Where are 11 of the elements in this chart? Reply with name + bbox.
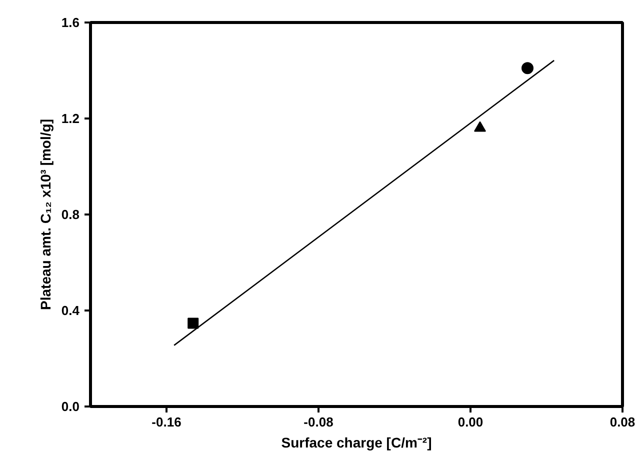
y-axis-title: Plateau amt. C₁₂ x10³ [mol/g]: [37, 119, 54, 310]
x-tick-label: 0.00: [458, 414, 484, 430]
x-axis-title: Surface charge [C/m⁻²]: [281, 434, 432, 450]
y-tick-label: 1.2: [61, 111, 80, 126]
y-tick-label: 0.8: [61, 207, 80, 222]
y-tick-label: 0.4: [61, 303, 80, 318]
y-tick-label: 0.0: [61, 399, 80, 414]
y-tick-label: 1.6: [61, 15, 80, 30]
x-tick-label: 0.08: [610, 414, 636, 430]
x-tick-label: -0.16: [152, 414, 182, 430]
x-tick-label: -0.08: [304, 414, 334, 430]
